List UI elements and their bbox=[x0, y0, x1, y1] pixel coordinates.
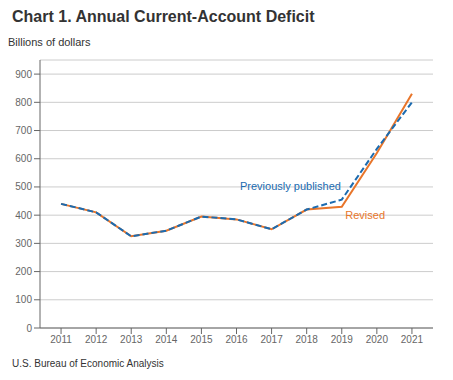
svg-text:2021: 2021 bbox=[401, 334, 424, 345]
svg-text:2017: 2017 bbox=[260, 334, 283, 345]
svg-text:300: 300 bbox=[15, 238, 32, 249]
svg-text:2015: 2015 bbox=[190, 334, 213, 345]
svg-text:700: 700 bbox=[15, 125, 32, 136]
svg-text:Previously published: Previously published bbox=[240, 180, 341, 192]
svg-text:2019: 2019 bbox=[331, 334, 354, 345]
svg-text:100: 100 bbox=[15, 294, 32, 305]
svg-text:500: 500 bbox=[15, 181, 32, 192]
svg-text:0: 0 bbox=[26, 323, 32, 334]
svg-text:400: 400 bbox=[15, 210, 32, 221]
svg-text:900: 900 bbox=[15, 69, 32, 80]
html-text:U.S. Bureau of Economic Analys: U.S. Bureau of Economic Analysis bbox=[12, 358, 164, 369]
svg-text:800: 800 bbox=[15, 97, 32, 108]
svg-text:2014: 2014 bbox=[155, 334, 178, 345]
svg-text:Revised: Revised bbox=[345, 209, 385, 221]
svg-text:2020: 2020 bbox=[366, 334, 389, 345]
html-text:Chart 1. Annual Current-Accoun: Chart 1. Annual Current-Account Deficit bbox=[12, 8, 315, 25]
svg-text:2016: 2016 bbox=[225, 334, 248, 345]
svg-text:2011: 2011 bbox=[50, 334, 72, 345]
svg-text:600: 600 bbox=[15, 153, 32, 164]
svg-text:2018: 2018 bbox=[296, 334, 319, 345]
svg-text:200: 200 bbox=[15, 266, 32, 277]
svg-text:2012: 2012 bbox=[85, 334, 108, 345]
svg-text:2013: 2013 bbox=[120, 334, 143, 345]
html-text:Billions of dollars: Billions of dollars bbox=[8, 36, 91, 48]
